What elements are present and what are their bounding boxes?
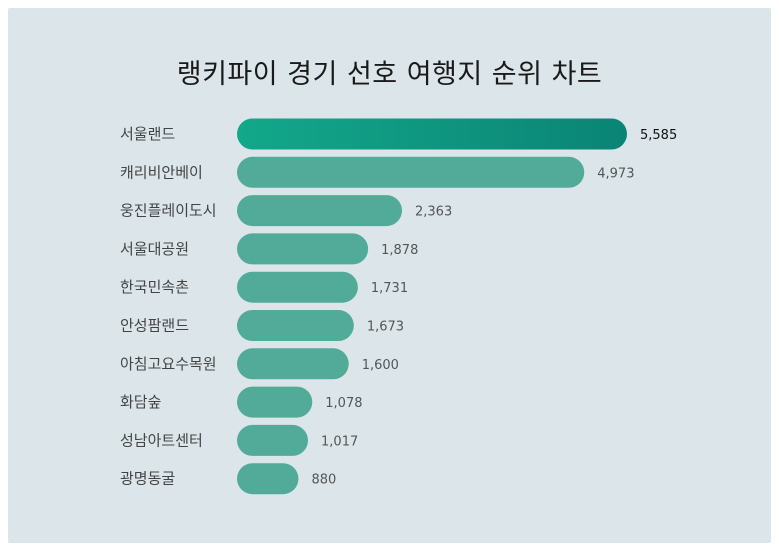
bar (237, 348, 349, 380)
bar (237, 463, 299, 495)
value-label: 1,878 (381, 243, 418, 258)
bar (237, 424, 309, 456)
chart-title: 랭키파이 경기 선호 여행지 순위 차트 (176, 59, 603, 90)
bar (237, 386, 313, 418)
value-label: 4,973 (597, 166, 634, 181)
value-label: 1,078 (325, 396, 362, 411)
bar (237, 271, 358, 303)
category-label: 화담숲 (120, 393, 161, 411)
value-label: 1,600 (362, 358, 399, 373)
value-label: 5,585 (640, 128, 677, 143)
value-label: 2,363 (415, 205, 452, 220)
bar (237, 233, 369, 265)
value-label: 1,731 (371, 281, 408, 296)
value-label: 1,673 (367, 320, 404, 335)
bar (237, 156, 585, 188)
category-label: 서울대공원 (120, 240, 189, 258)
value-label: 1,017 (321, 434, 358, 449)
category-label: 서울랜드 (120, 125, 175, 143)
bar (237, 195, 403, 227)
chart-card (8, 8, 771, 543)
category-label: 광명동굴 (120, 470, 175, 488)
category-label: 캐리비안베이 (120, 163, 203, 181)
category-label: 한국민속촌 (120, 278, 189, 296)
bar (237, 310, 354, 341)
category-label: 웅진플레이도시 (120, 202, 217, 220)
category-label: 성남아트센터 (120, 431, 203, 449)
value-label: 880 (311, 473, 336, 488)
category-label: 아침고요수목원 (120, 355, 217, 373)
bar (237, 118, 627, 150)
category-label: 안성팜랜드 (120, 317, 189, 335)
